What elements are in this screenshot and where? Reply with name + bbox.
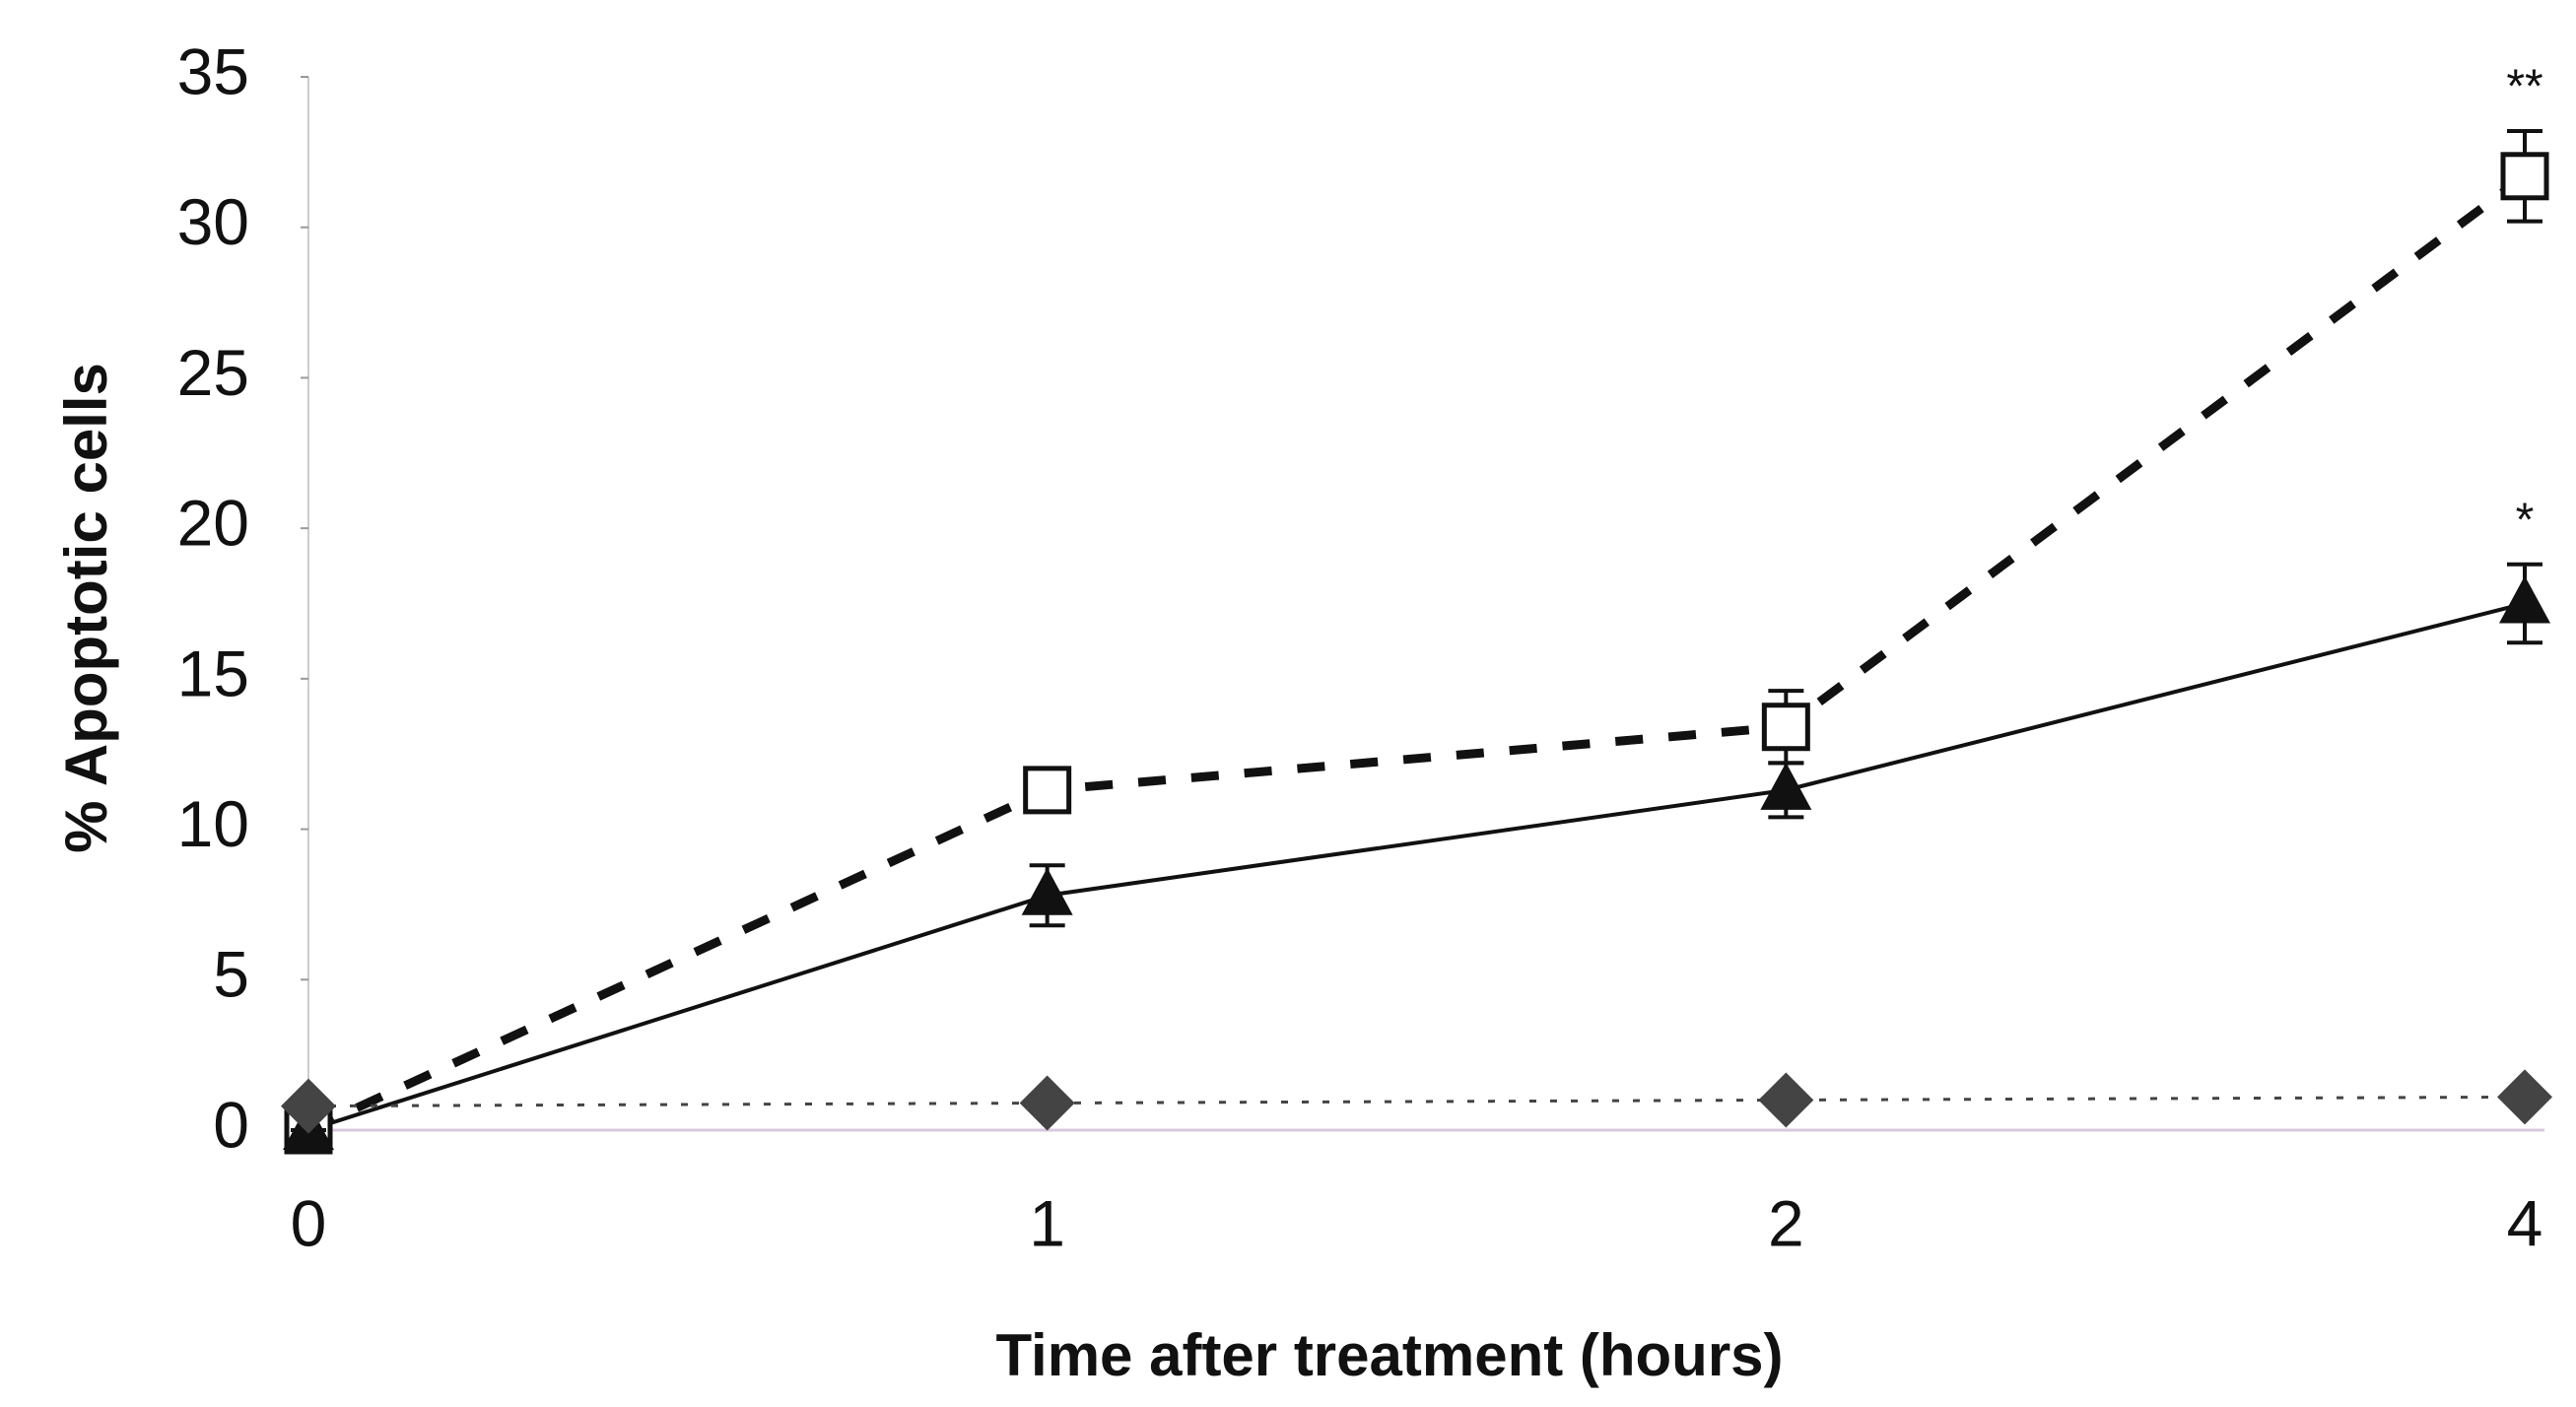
marker — [2499, 575, 2550, 624]
marker — [281, 1078, 336, 1134]
y-tick-label: 0 — [213, 1088, 249, 1161]
marker — [1760, 762, 1812, 810]
marker — [1761, 703, 1810, 752]
x-tick-label: 1 — [1029, 1186, 1065, 1259]
marker — [1019, 1075, 1075, 1131]
x-tick-label: 2 — [1768, 1186, 1804, 1259]
y-tick-label: 30 — [177, 185, 249, 258]
series-line — [306, 172, 2528, 1135]
marker — [1023, 766, 1072, 815]
series-line — [307, 601, 2526, 1132]
marker — [2497, 1069, 2552, 1125]
annotation: * — [2516, 494, 2535, 546]
x-tick-label: 0 — [291, 1186, 327, 1259]
y-tick-label: 15 — [177, 636, 249, 709]
y-tick-label: 20 — [177, 487, 249, 560]
x-axis-title: Time after treatment (hours) — [995, 1322, 1783, 1388]
series-line — [307, 1095, 2526, 1108]
marker — [2500, 152, 2549, 201]
marker — [1758, 1072, 1814, 1128]
y-tick-label: 10 — [177, 787, 249, 860]
x-tick-label: 4 — [2507, 1186, 2543, 1259]
y-tick-label: 35 — [177, 34, 249, 107]
annotation: ** — [2506, 61, 2542, 113]
y-axis-title: % Apoptotic cells — [53, 363, 119, 853]
y-tick-label: 25 — [177, 336, 249, 409]
y-tick-label: 5 — [213, 938, 249, 1011]
marker — [1021, 867, 1073, 915]
